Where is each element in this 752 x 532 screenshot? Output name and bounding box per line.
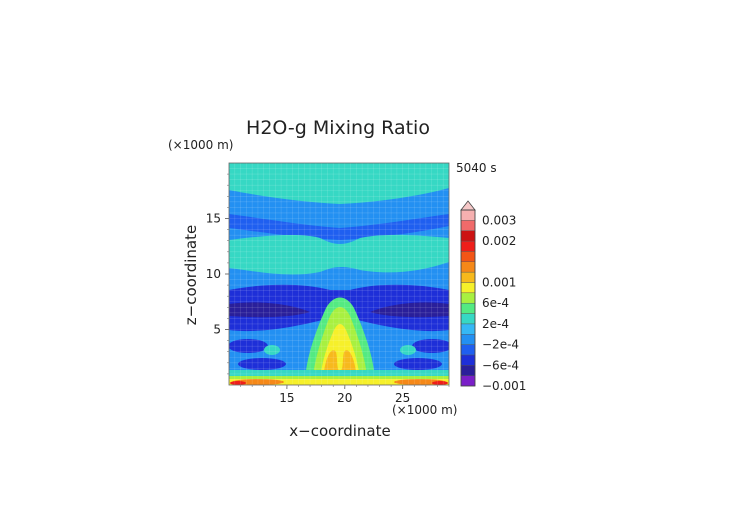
- colorbar-segment: [460, 230, 476, 242]
- grid-lines: [229, 163, 449, 385]
- colorbar: 0.003 0.002 0.001 6e-4 2e-4 −2e-4 −6e-4 −0.001: [460, 200, 526, 393]
- colorbar-segment: [460, 261, 476, 273]
- lower-darkest-patch: [229, 302, 449, 318]
- colorbar-tick-label: −0.001: [482, 379, 526, 393]
- chart-title: H2O-g Mixing Ratio: [246, 117, 430, 139]
- colorbar-segment: [460, 292, 476, 304]
- colorbar-segment: [460, 220, 476, 231]
- colorbar-extend-arrow: [460, 200, 476, 211]
- colorbar-segment: [460, 209, 476, 221]
- colorbar-segment: [460, 334, 476, 345]
- plume-orange: [324, 350, 356, 372]
- surface-red-left: [230, 381, 246, 385]
- colorbar-segment: [460, 240, 476, 252]
- surface-yellow-layer: [229, 379, 449, 385]
- x-tick-label: 25: [395, 391, 410, 405]
- colorbar-segment: [460, 313, 476, 325]
- x-tick-label: 15: [279, 391, 294, 405]
- x-axis-ticks: 15 20 25: [240, 385, 450, 405]
- x-unit-label: (×1000 m): [392, 403, 457, 417]
- y-axis-ticks: 5 10 15: [206, 173, 229, 375]
- colorbar-segment: [460, 323, 476, 335]
- colorbar-tick-label: −6e-4: [482, 358, 519, 372]
- low-teal-patch-right: [400, 345, 416, 355]
- colorbar-tick-label: 0.002: [482, 234, 516, 248]
- colorbar-segment: [460, 282, 476, 294]
- colorbar-tick-label: 0.001: [482, 275, 516, 289]
- colorbar-segment: [460, 354, 476, 366]
- x-axis-label: x−coordinate: [289, 422, 390, 440]
- heatmap-area: [228, 162, 450, 386]
- colorbar-segment: [460, 365, 476, 376]
- colorbar-segment: [460, 302, 476, 314]
- y-axis-label: z−coordinate: [182, 225, 200, 325]
- y-unit-label: (×1000 m): [168, 138, 233, 152]
- colorbar-tick-label: −2e-4: [482, 338, 519, 352]
- time-label: 5040 s: [456, 161, 497, 175]
- low-dark-patch-right2: [394, 358, 442, 370]
- colorbar-tick-label: 2e-4: [482, 317, 509, 331]
- colorbar-tick-label: 0.003: [482, 213, 516, 227]
- surface-red-right: [432, 381, 448, 385]
- stratosphere-blue-band: [229, 214, 449, 240]
- low-dark-patch-left2: [238, 358, 286, 370]
- low-dark-patch-right: [412, 339, 449, 353]
- y-tick-label: 10: [206, 267, 221, 281]
- x-tick-label: 20: [337, 391, 352, 405]
- y-tick-label: 15: [206, 212, 221, 226]
- y-tick-label: 5: [213, 323, 221, 337]
- upper-green-band: [229, 163, 449, 204]
- colorbar-tick-label: 6e-4: [482, 296, 509, 310]
- colorbar-frame: [460, 209, 476, 387]
- mid-green-band: [229, 234, 449, 275]
- colorbar-segment: [460, 271, 476, 283]
- colorbar-segment: [460, 375, 476, 387]
- low-teal-patch-left: [264, 345, 280, 355]
- colorbar-segment: [460, 344, 476, 356]
- colorbar-segment: [460, 251, 476, 262]
- low-dark-patch-left: [229, 339, 268, 353]
